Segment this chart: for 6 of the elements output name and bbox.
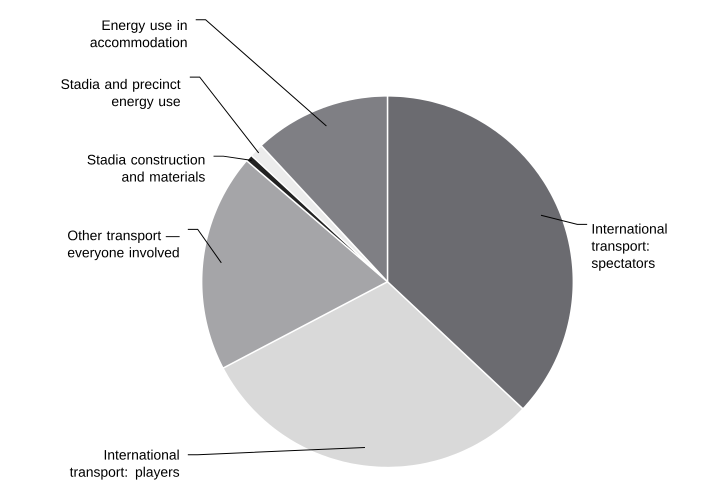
slice-label: Energy use in accommodation <box>90 20 187 48</box>
slice-label: International transport: players <box>70 449 180 480</box>
slice-label: Other transport — everyone involved <box>68 230 180 260</box>
slice-label: Stadia construction and materials <box>88 154 205 182</box>
slice-label: International transport: spectators <box>592 223 667 271</box>
slice-label: Stadia and precinct energy use <box>61 78 181 109</box>
